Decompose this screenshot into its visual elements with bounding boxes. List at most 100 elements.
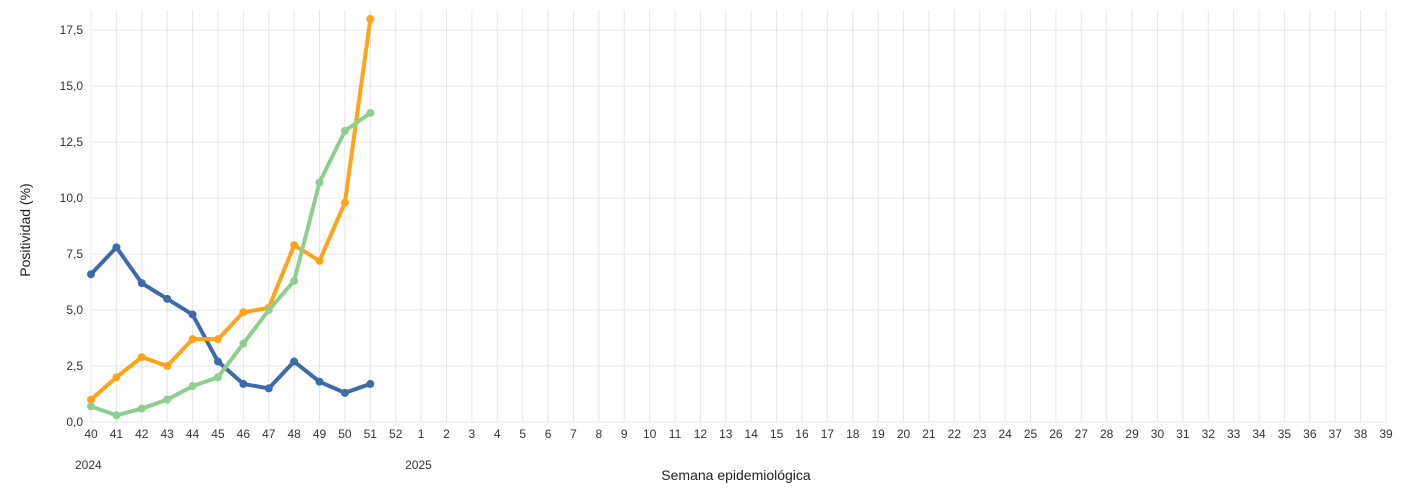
data-point[interactable]: [112, 411, 121, 420]
data-point[interactable]: [340, 198, 349, 207]
x-tick-label: 30: [1151, 427, 1165, 441]
x-tick-label: 5: [519, 427, 526, 441]
x-tick-label: 21: [922, 427, 936, 441]
y-tick-label: 15,0: [60, 79, 84, 93]
data-point[interactable]: [87, 270, 95, 279]
data-point[interactable]: [188, 310, 197, 319]
data-point[interactable]: [87, 402, 95, 411]
data-point[interactable]: [137, 404, 146, 413]
data-point[interactable]: [137, 353, 146, 362]
data-point[interactable]: [315, 377, 324, 386]
x-axis-ticks: 40 41 42 43 44 45 46 47 48 49 50 51 52 1 2 3 4 5 6 7 8 9 10 11 1…: [84, 427, 1393, 441]
x-tick-label: 50: [338, 427, 352, 441]
x-tick-label: 48: [287, 427, 301, 441]
y-axis-ticks: 0,0 2,5 5,0 7,5 10,0 12,5 15,0 17,5: [60, 23, 84, 429]
y-tick-label: 7,5: [66, 247, 83, 261]
data-point[interactable]: [366, 109, 375, 117]
data-point[interactable]: [112, 243, 121, 252]
x-tick-label: 36: [1303, 427, 1317, 441]
x-tick-label: 10: [643, 427, 657, 441]
series-line: [89, 245, 373, 395]
x-tick-label: 38: [1354, 427, 1368, 441]
data-point[interactable]: [290, 276, 299, 285]
data-point[interactable]: [87, 395, 95, 404]
x-tick-label: 8: [595, 427, 602, 441]
x-tick-label: 37: [1329, 427, 1343, 441]
data-point[interactable]: [366, 14, 375, 23]
data-point[interactable]: [137, 279, 146, 288]
x-tick-label: 27: [1075, 427, 1089, 441]
x-tick-label: 49: [313, 427, 327, 441]
year-label: 2024: [75, 458, 102, 472]
x-tick-label: 13: [719, 427, 733, 441]
x-tick-label: 39: [1379, 427, 1393, 441]
x-tick-label: 12: [694, 427, 708, 441]
data-point[interactable]: [112, 373, 121, 382]
x-tick-label: 25: [1024, 427, 1038, 441]
data-point[interactable]: [213, 373, 222, 382]
x-tick-label: 43: [160, 427, 174, 441]
x-tick-label: 18: [846, 427, 860, 441]
x-tick-label: 3: [469, 427, 476, 441]
data-point[interactable]: [163, 362, 172, 371]
data-point[interactable]: [264, 384, 273, 393]
data-point[interactable]: [188, 382, 197, 391]
data-point[interactable]: [163, 294, 172, 303]
x-tick-label: 52: [389, 427, 403, 441]
x-tick-label: 14: [745, 427, 759, 441]
x-tick-label: 9: [621, 427, 628, 441]
data-point[interactable]: [188, 335, 197, 344]
year-label: 2025: [405, 458, 432, 472]
y-axis-title: Positividad (%): [17, 183, 33, 276]
x-tick-label: 23: [973, 427, 987, 441]
x-tick-label: 29: [1125, 427, 1139, 441]
x-tick-label: 11: [669, 427, 682, 441]
y-tick-label: 0,0: [66, 415, 83, 429]
x-tick-label: 32: [1202, 427, 1216, 441]
data-point[interactable]: [315, 178, 324, 187]
x-tick-label: 33: [1227, 427, 1241, 441]
data-point[interactable]: [290, 357, 299, 366]
x-tick-label: 2: [443, 427, 450, 441]
series-line: [89, 16, 373, 402]
year-labels: 2024 2025: [75, 458, 432, 472]
x-tick-label: 6: [545, 427, 552, 441]
y-tick-label: 12,5: [60, 135, 84, 149]
x-tick-label: 22: [948, 427, 962, 441]
x-tick-label: 51: [364, 427, 378, 441]
data-point[interactable]: [340, 388, 349, 397]
x-tick-label: 44: [186, 427, 200, 441]
x-tick-label: 26: [1049, 427, 1063, 441]
x-tick-label: 40: [84, 427, 98, 441]
x-tick-label: 28: [1100, 427, 1114, 441]
x-tick-label: 35: [1278, 427, 1292, 441]
series-line: [89, 111, 373, 418]
x-tick-label: 20: [897, 427, 911, 441]
data-point[interactable]: [213, 335, 222, 344]
data-point[interactable]: [315, 256, 324, 265]
data-point[interactable]: [340, 126, 349, 135]
x-tick-label: 47: [262, 427, 276, 441]
data-point[interactable]: [290, 241, 299, 250]
data-point[interactable]: [163, 395, 172, 404]
y-tick-label: 2,5: [66, 359, 83, 373]
x-tick-label: 24: [998, 427, 1012, 441]
x-tick-label: 45: [211, 427, 225, 441]
y-tick-label: 10,0: [60, 191, 84, 205]
x-tick-label: 31: [1176, 427, 1190, 441]
x-tick-label: 17: [821, 427, 835, 441]
data-point[interactable]: [239, 308, 248, 317]
x-axis-title: Semana epidemiológica: [661, 467, 811, 483]
data-point[interactable]: [239, 379, 248, 388]
data-point[interactable]: [213, 357, 222, 366]
data-point[interactable]: [366, 379, 375, 388]
x-tick-label: 7: [570, 427, 577, 441]
y-tick-label: 17,5: [60, 23, 84, 37]
data-point[interactable]: [264, 306, 273, 315]
x-tick-label: 19: [871, 427, 885, 441]
x-tick-label: 15: [770, 427, 784, 441]
data-point[interactable]: [239, 339, 248, 348]
x-tick-label: 1: [418, 427, 425, 441]
grid-lines: [90, 10, 1387, 423]
